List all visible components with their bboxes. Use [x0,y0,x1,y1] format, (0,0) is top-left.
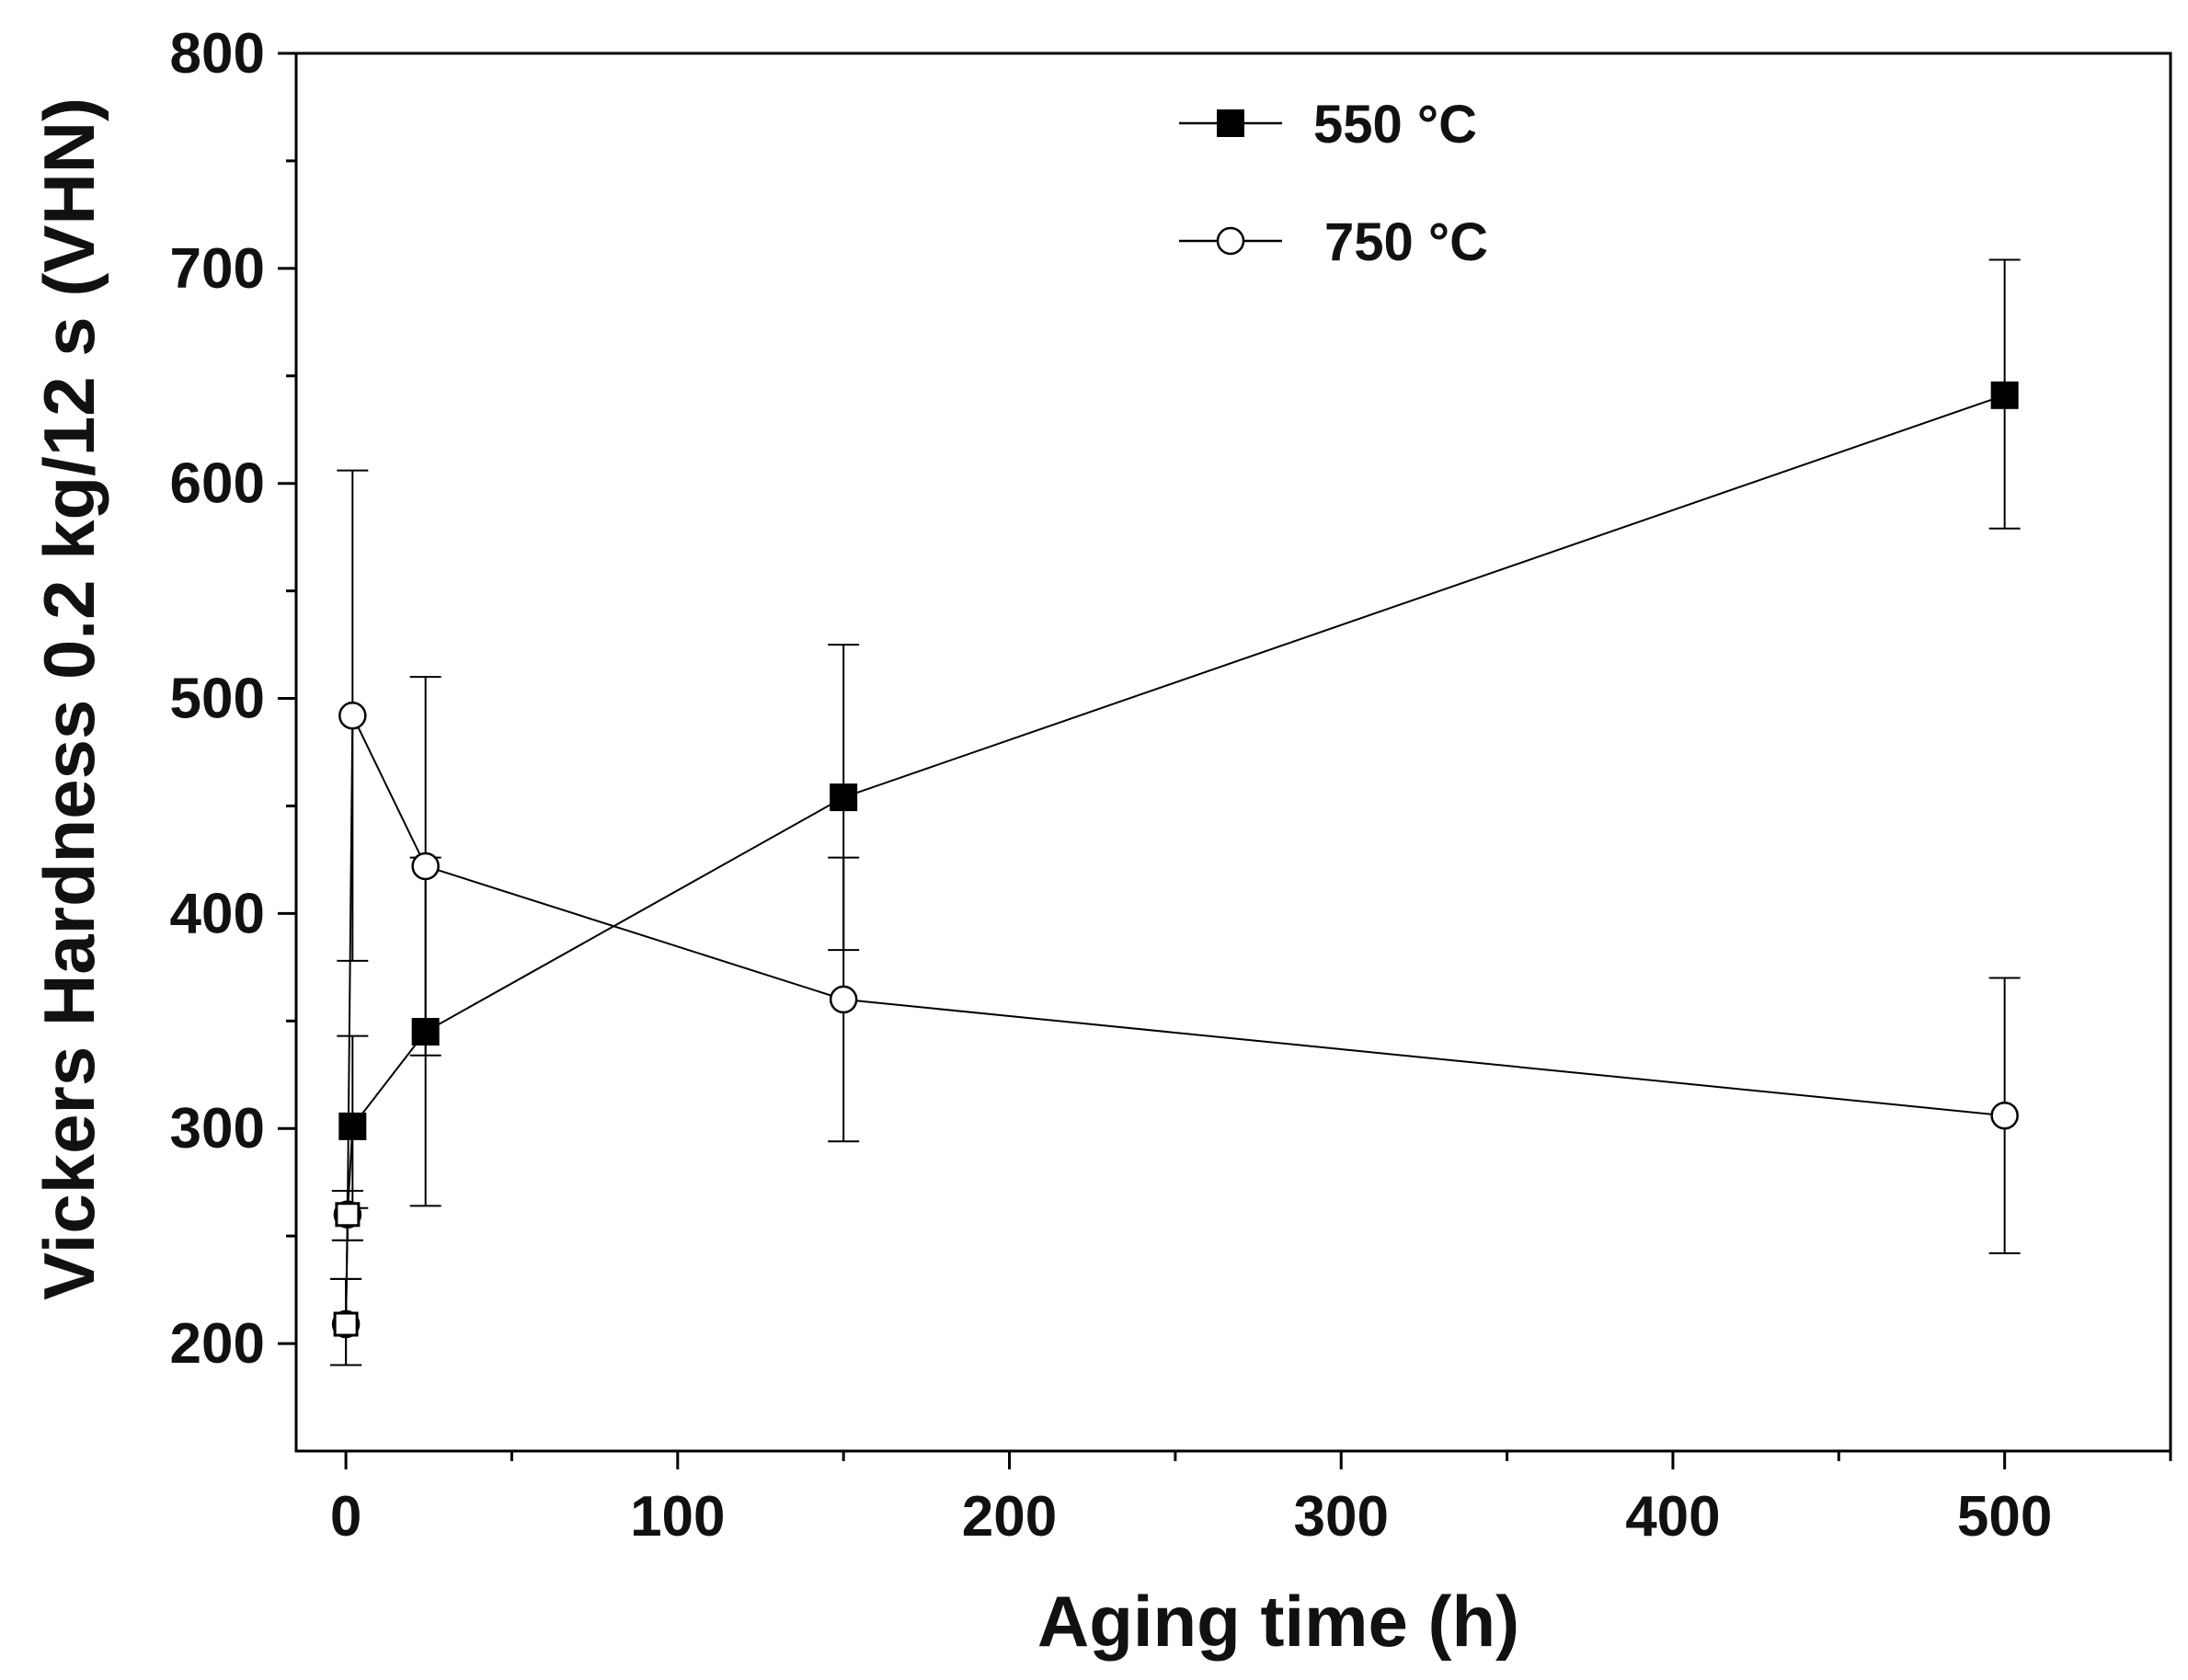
y-tick-label: 600 [170,452,265,516]
legend: 550 °C 750 °C [1179,95,1488,272]
x-tick-label: 400 [1625,1485,1720,1549]
y-tick-label: 500 [170,668,265,731]
data-point-series-1 [1990,381,2019,409]
y-tick-label: 700 [170,237,265,301]
legend-label: 750 °C [1324,212,1488,272]
legend-marker [1217,109,1244,137]
x-tick-label: 200 [962,1485,1057,1549]
legend-marker [1216,226,1245,256]
y-tick-label: 400 [170,882,265,945]
plot-frame [294,51,2172,1453]
data-point-series-1 [338,1112,367,1140]
data-point-series-2 [1990,1101,2019,1130]
y-axis-title: Vickers Hardness 0.2 kg/12 s (VHN) [29,97,109,1300]
y-tick-label: 200 [170,1312,265,1376]
data-point-series-2 [411,851,440,881]
y-tick-label: 800 [170,22,265,86]
x-tick-label: 300 [1294,1485,1389,1549]
series-line-2 [345,714,2005,1325]
x-tick-label: 100 [630,1485,725,1549]
data-point-series-1 [830,783,858,812]
data-point-series-1 [411,1018,440,1046]
plot-area: 0 100 200 300 400 500 200 300 400 500 600 700 800 [170,22,2172,1549]
data-point-series-2 [338,701,367,730]
y-tick-label: 300 [170,1097,265,1160]
data-point-series-1 [335,1202,361,1228]
x-axis-title: Aging time (h) [1037,1581,1519,1662]
legend-label: 550 °C [1313,95,1477,154]
x-tick-label: 0 [330,1485,361,1549]
data-point-series-2 [829,985,858,1014]
x-tick-label: 500 [1957,1485,2052,1549]
data-point-series-1 [333,1311,359,1337]
